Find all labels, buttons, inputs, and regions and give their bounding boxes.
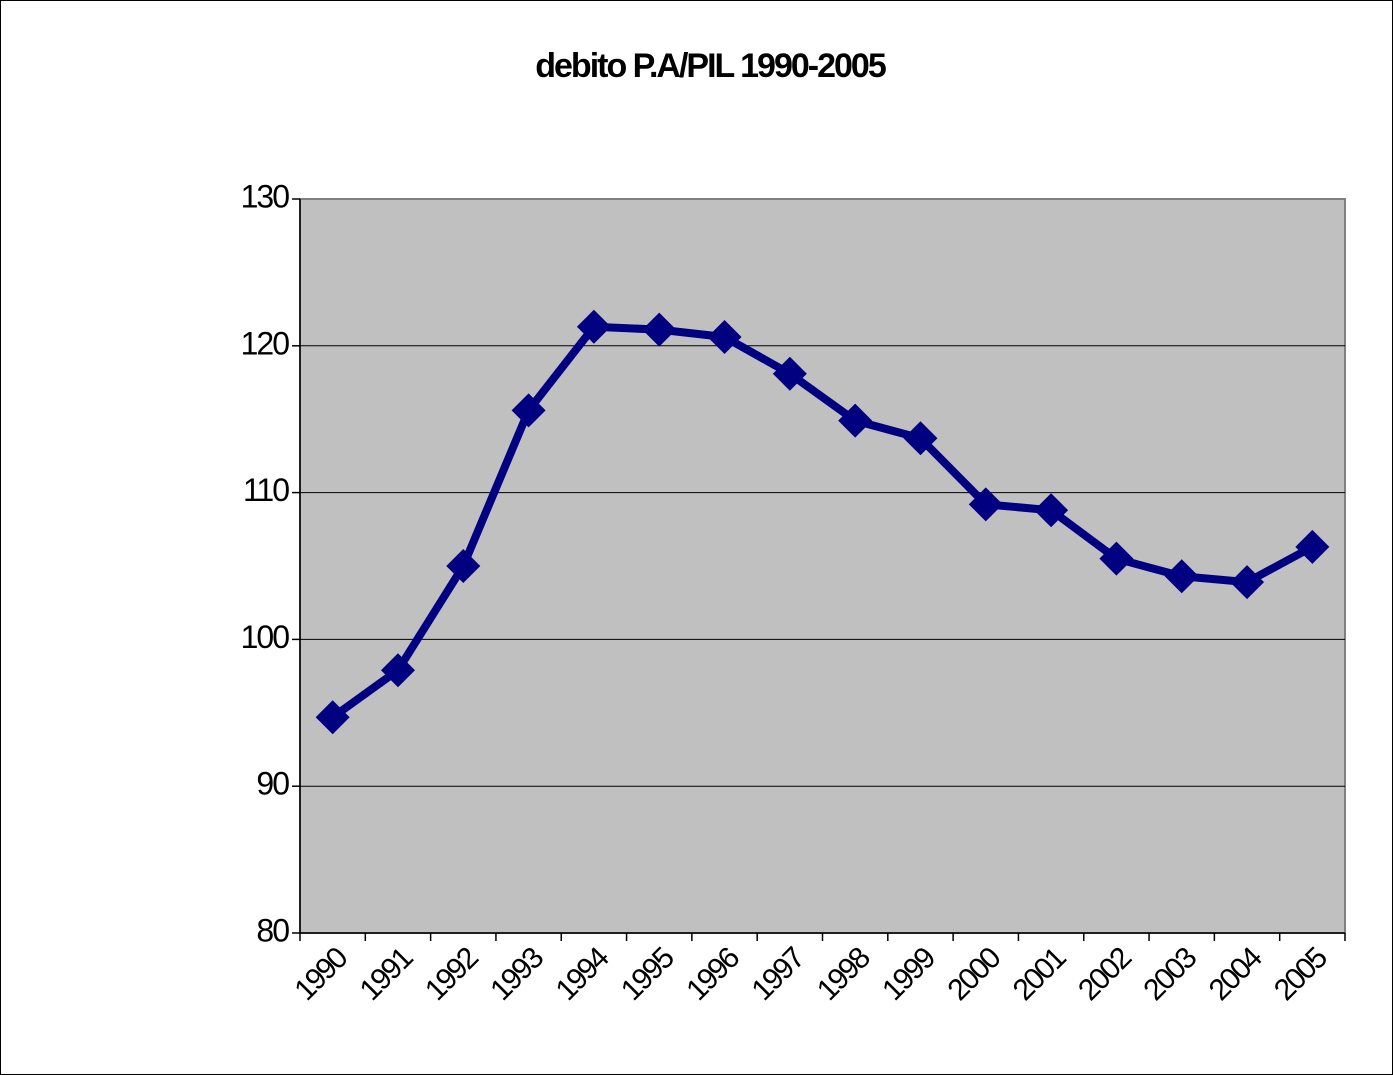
data-point — [968, 487, 1003, 522]
data-point — [1295, 529, 1330, 564]
data-point — [707, 319, 742, 354]
data-point — [1034, 493, 1069, 528]
data-point — [642, 312, 677, 347]
data-point — [315, 700, 350, 735]
chart-title: debito P.A/PIL 1990-2005 — [535, 47, 886, 85]
data-point — [1230, 565, 1265, 600]
data-point — [838, 403, 873, 438]
data-point — [1164, 559, 1199, 594]
data-point — [446, 549, 481, 583]
y-tick-label: 80 — [256, 912, 289, 948]
data-point — [903, 421, 938, 456]
data-point — [772, 356, 807, 391]
y-tick-label: 110 — [243, 472, 289, 508]
y-tick-label: 90 — [256, 766, 289, 802]
data-point — [1099, 541, 1134, 576]
data-point — [380, 653, 415, 688]
data-line — [330, 322, 1315, 721]
y-tick-label: 130 — [241, 178, 290, 214]
data-point — [511, 393, 546, 428]
y-tick-label: 120 — [241, 325, 290, 361]
y-tick-label: 100 — [241, 619, 290, 655]
data-point — [576, 309, 611, 344]
